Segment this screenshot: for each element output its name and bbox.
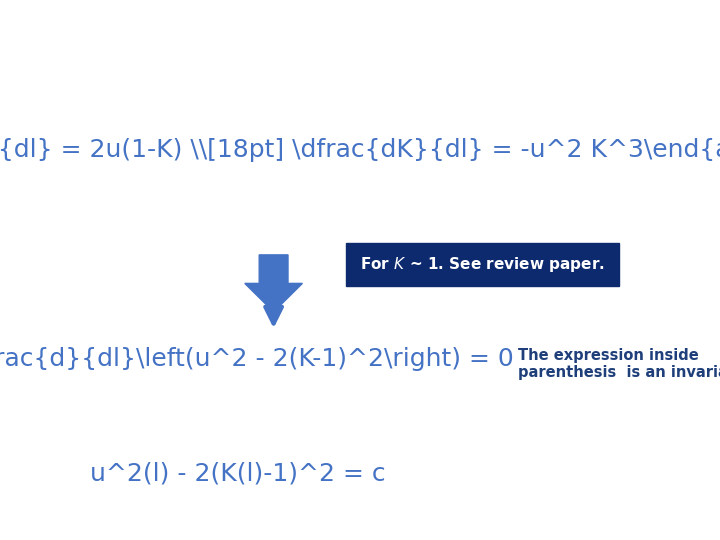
Text: u^2(l) - 2(K(l)-1)^2 = c: u^2(l) - 2(K(l)-1)^2 = c xyxy=(90,462,385,485)
Text: Kosterlitz-Thouless Phase Diagram: Kosterlitz-Thouless Phase Diagram xyxy=(14,28,449,50)
FancyArrow shape xyxy=(245,255,302,312)
FancyBboxPatch shape xyxy=(346,243,619,286)
Text: The expression inside
parenthesis  is an invariant.: The expression inside parenthesis is an … xyxy=(518,348,720,380)
Text: \left\{\begin{array}{l}\dfrac{du}{dl} = 2u(1-K) \\[18pt] \dfrac{dK}{dl} = -u^2 K: \left\{\begin{array}{l}\dfrac{du}{dl} = … xyxy=(0,138,720,163)
Text: For $K$ ~ 1. See review paper.: For $K$ ~ 1. See review paper. xyxy=(360,255,605,274)
Text: \dfrac{d}{dl}\left(u^2 - 2(K-1)^2\right) = 0: \dfrac{d}{dl}\left(u^2 - 2(K-1)^2\right)… xyxy=(0,347,514,372)
